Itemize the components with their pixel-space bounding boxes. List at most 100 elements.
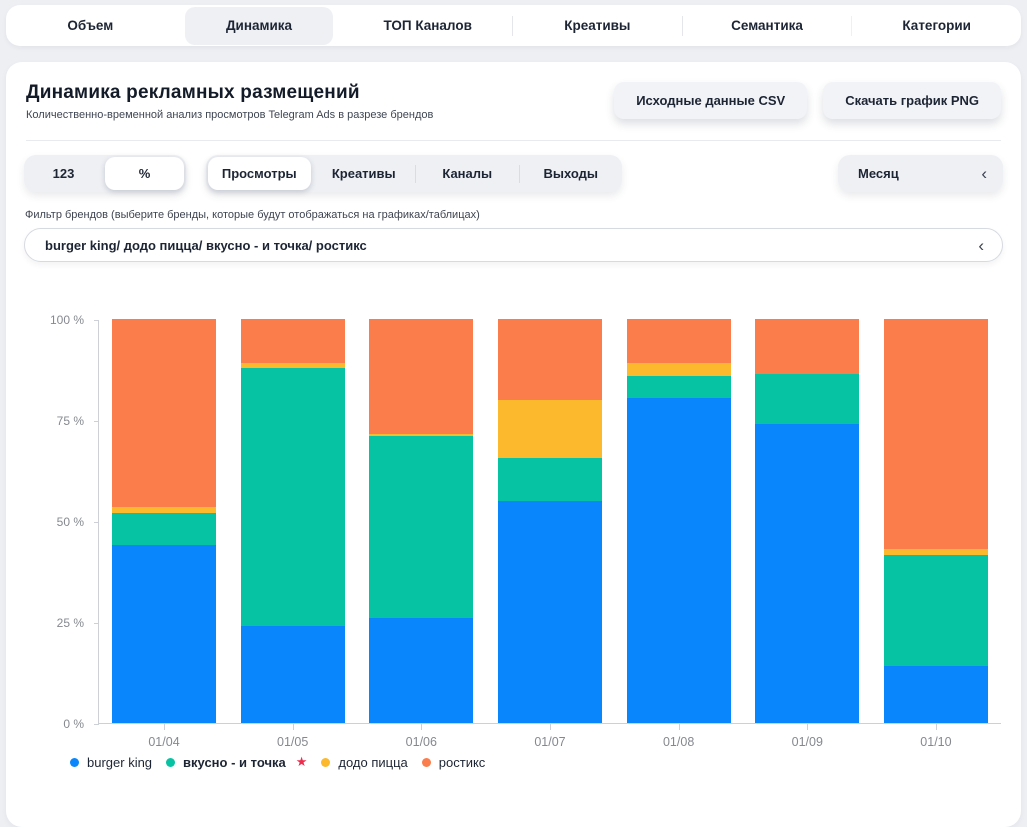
metric-tab-placements[interactable]: Выходы bbox=[543, 166, 599, 181]
page-title: Динамика рекламных размещений bbox=[26, 82, 360, 103]
bar-01-06[interactable]: 01/06 bbox=[369, 319, 474, 749]
nav-divider bbox=[512, 15, 514, 36]
metric-tab-channels[interactable]: Каналы bbox=[442, 166, 493, 181]
brand-filter-value: burger king/ додо пицца/ вкусно - и точк… bbox=[45, 237, 367, 253]
bar-segment-burger-king[interactable] bbox=[883, 666, 988, 723]
bar-01-09[interactable]: 01/09 bbox=[755, 319, 860, 749]
download-png-button[interactable]: Скачать график PNG bbox=[823, 82, 1001, 119]
header-buttons: Исходные данные CSV Скачать график PNG bbox=[614, 82, 1001, 121]
y-axis-tick-label: 0 % bbox=[63, 717, 84, 731]
legend-label: вкусно - и точка bbox=[183, 754, 286, 770]
legend-item-ростикс[interactable]: ростикс bbox=[421, 755, 485, 770]
bar-segment-burger-king[interactable] bbox=[112, 545, 216, 723]
bar-segment-вкусно---и-точка[interactable] bbox=[112, 512, 216, 546]
nav-tab-categories[interactable]: Категории bbox=[852, 5, 1021, 46]
y-axis-tick-mark bbox=[94, 421, 99, 422]
main-panel: Динамика рекламных размещений Количестве… bbox=[6, 62, 1021, 827]
nav-tab-semantics[interactable]: Семантика bbox=[683, 5, 852, 46]
nav-tab-dynamics[interactable]: Динамика bbox=[175, 5, 344, 46]
bar-segment-ростикс[interactable] bbox=[240, 319, 345, 364]
bar-01-08[interactable]: 01/08 bbox=[626, 319, 731, 749]
bar-01-04[interactable]: 01/04 bbox=[112, 319, 216, 749]
brand-filter-label: Фильтр брендов (выберите бренды, которые… bbox=[25, 209, 480, 221]
nav-tab-label: Объем bbox=[67, 17, 114, 33]
nav-tab-creatives[interactable]: Креативы bbox=[513, 5, 682, 46]
bar-segment-burger-king[interactable] bbox=[755, 424, 860, 723]
number-format-toggle: 123 % bbox=[24, 155, 186, 192]
chart-plot-area: 01/04 01/05 01/06 01/07 01/08 01/09 01/10 bbox=[94, 319, 1001, 749]
bar-01-10[interactable]: 01/10 bbox=[883, 319, 988, 749]
period-select[interactable]: Месяц ‹ bbox=[838, 155, 1003, 192]
bar-segment-ростикс[interactable] bbox=[497, 319, 602, 400]
x-axis-tick-label: 01/10 bbox=[920, 735, 952, 749]
bar-segment-додо-пицца[interactable] bbox=[497, 399, 602, 459]
bar-segment-вкусно---и-точка[interactable] bbox=[626, 375, 731, 398]
legend-item-вкусно---и-точка[interactable]: вкусно - и точка ★ bbox=[166, 754, 307, 770]
bar-segment-вкусно---и-точка[interactable] bbox=[755, 373, 860, 425]
bar-segment-вкусно---и-точка[interactable] bbox=[369, 436, 474, 618]
chevron-left-icon: ‹ bbox=[981, 164, 987, 183]
bar-segment-додо-пицца[interactable] bbox=[112, 506, 216, 513]
nav-tab-volume[interactable]: Объем bbox=[6, 5, 175, 46]
x-axis-tick-label: 01/08 bbox=[662, 735, 695, 749]
page-header: Динамика рекламных размещений Количестве… bbox=[26, 82, 1001, 121]
highlight-star-icon: ★ bbox=[295, 754, 308, 769]
legend-dot-icon bbox=[421, 757, 431, 767]
bar-segment-додо-пицца[interactable] bbox=[626, 363, 731, 376]
legend-item-burger-king[interactable]: burger king bbox=[70, 755, 152, 770]
bar-segment-додо-пицца[interactable] bbox=[883, 549, 988, 556]
download-csv-button[interactable]: Исходные данные CSV bbox=[614, 82, 808, 119]
x-axis-tick-mark bbox=[935, 723, 937, 730]
y-axis-tick-mark bbox=[94, 320, 99, 321]
stacked-bar-chart: 100 % 75 % 50 % 25 % 0 % 01/04 01/05 01/06 01/0… bbox=[26, 312, 1001, 752]
bar-segment-додо-пицца[interactable] bbox=[240, 363, 345, 368]
bar-segment-ростикс[interactable] bbox=[755, 319, 860, 374]
metric-tabs: Просмотры Креативы Каналы Выходы bbox=[206, 155, 622, 192]
page-subtitle: Количественно-временной анализ просмотро… bbox=[26, 109, 434, 121]
x-axis-tick-label: 01/09 bbox=[791, 735, 823, 749]
y-axis-tick-label: 25 % bbox=[56, 616, 84, 630]
period-select-value: Месяц bbox=[858, 166, 899, 181]
bar-segment-вкусно---и-точка[interactable] bbox=[883, 555, 988, 667]
bar-segment-вкусно---и-точка[interactable] bbox=[240, 367, 345, 627]
bar-segment-ростикс[interactable] bbox=[883, 319, 988, 550]
format-option-absolute[interactable]: 123 bbox=[52, 166, 75, 181]
bar-segment-вкусно---и-точка[interactable] bbox=[497, 458, 602, 501]
bar-01-05[interactable]: 01/05 bbox=[240, 319, 345, 749]
bar-segment-додо-пицца[interactable] bbox=[369, 434, 474, 437]
x-axis-tick-label: 01/06 bbox=[405, 735, 437, 749]
brand-filter-select[interactable]: burger king/ додо пицца/ вкусно - и точк… bbox=[24, 228, 1003, 262]
x-axis-tick-mark bbox=[164, 723, 165, 730]
x-axis-tick-label: 01/04 bbox=[148, 735, 180, 749]
nav-divider bbox=[681, 15, 683, 36]
legend-item-додо-пицца[interactable]: додо пицца bbox=[321, 755, 408, 770]
format-option-percent[interactable]: % bbox=[105, 157, 184, 190]
nav-tab-top-channels[interactable]: ТОП Каналов bbox=[343, 5, 512, 46]
bar-01-07[interactable]: 01/07 bbox=[497, 319, 602, 749]
tab-divider bbox=[518, 164, 520, 183]
controls-row: 123 % Просмотры Креативы Каналы Выходы М… bbox=[24, 155, 1003, 192]
bar-segment-ростикс[interactable] bbox=[112, 319, 216, 507]
y-axis-tick-mark bbox=[94, 623, 99, 624]
bar-segment-burger-king[interactable] bbox=[369, 617, 474, 723]
y-axis-tick-label: 50 % bbox=[56, 515, 84, 529]
bar-segment-ростикс[interactable] bbox=[626, 319, 731, 364]
y-axis-tick-mark bbox=[94, 522, 99, 523]
bar-segment-burger-king[interactable] bbox=[240, 626, 345, 723]
x-axis-tick-label: 01/07 bbox=[534, 735, 566, 749]
title-block: Динамика рекламных размещений Количестве… bbox=[26, 82, 433, 121]
bar-segment-burger-king[interactable] bbox=[626, 397, 731, 723]
top-navigation: Объем Динамика ТОП Каналов Креативы Сема… bbox=[6, 5, 1021, 46]
bar-segment-ростикс[interactable] bbox=[369, 319, 474, 435]
x-axis-tick-mark bbox=[292, 723, 294, 730]
metric-tab-views[interactable]: Просмотры bbox=[208, 157, 311, 190]
nav-tab-label: Креативы bbox=[564, 17, 631, 33]
x-axis-tick-label: 01/05 bbox=[277, 735, 309, 749]
legend-dot-icon bbox=[70, 757, 79, 767]
y-axis-tick-label: 75 % bbox=[56, 414, 84, 428]
x-axis-tick-mark bbox=[807, 723, 809, 730]
bar-segment-burger-king[interactable] bbox=[497, 500, 602, 723]
header-divider bbox=[26, 140, 1001, 141]
nav-tab-label: ТОП Каналов bbox=[383, 17, 472, 33]
metric-tab-creatives[interactable]: Креативы bbox=[331, 166, 396, 181]
